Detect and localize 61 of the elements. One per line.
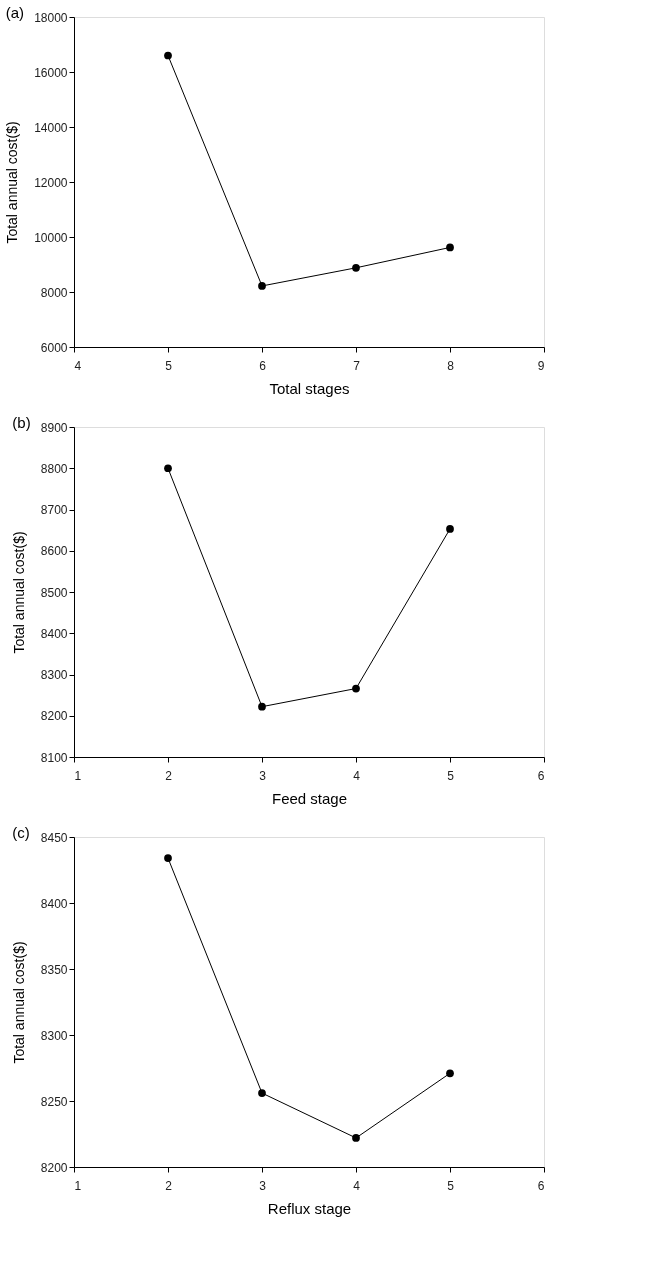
chart-title: (b) [12,414,31,431]
chart-title: (a) [5,4,24,21]
x-tick-label: 1 [74,1178,82,1193]
y-tick-label: 8000 [40,285,68,300]
point [164,51,172,60]
y-tick-label: 8900 [40,420,68,435]
y-tick-label: 6000 [40,340,68,355]
y-tick-label: 10000 [34,230,68,245]
x-axis-title: Feed stage [271,789,348,807]
x-tick-label: 5 [165,358,173,373]
x-tick-label: 7 [353,358,361,373]
y-tick-label: 8200 [40,709,68,724]
point [446,243,454,252]
x-tick-label: 4 [353,1178,361,1193]
point [258,282,266,290]
point [164,464,172,473]
x-tick-label: 6 [537,1178,545,1193]
x-tick-label: 9 [537,358,545,373]
x-tick-label: 3 [259,1178,267,1193]
y-tick-label: 8600 [40,544,68,559]
point [352,684,360,693]
x-tick-label: 4 [353,768,361,783]
x-tick-label: 5 [447,1178,455,1193]
y-tick-label: 8400 [40,626,68,641]
y-tick-label: 8800 [40,461,68,476]
y-tick-label: 8200 [40,1160,68,1175]
point [446,1069,454,1078]
y-tick-label: 16000 [34,65,68,80]
x-tick-label: 6 [259,358,267,373]
point [446,525,454,533]
point [164,854,172,862]
y-axis-title: Total annual cost($) [10,941,27,1064]
y-tick-label: 18000 [34,10,68,25]
y-tick-label: 8300 [40,1028,68,1043]
x-tick-label: 1 [74,768,82,783]
x-tick-label: 6 [537,768,545,783]
y-tick-label: 8450 [40,830,68,845]
y-tick-label: 8400 [40,896,68,911]
y-axis-title: Total annual cost($) [4,121,21,244]
y-tick-label: 8250 [40,1094,68,1109]
y-axis-title: Total annual cost($) [10,531,27,654]
point [352,1134,360,1142]
y-tick-label: 8350 [40,962,68,977]
y-tick-label: 8700 [40,503,68,517]
y-tick-label: 14000 [34,120,68,135]
y-tick-label: 8500 [40,585,68,600]
point [258,1089,266,1097]
y-tick-label: 12000 [34,175,68,190]
x-axis-title: Total stages [269,379,350,397]
point [352,263,360,272]
chart-title: (c) [12,824,30,841]
x-tick-label: 3 [259,768,267,783]
x-tick-label: 2 [165,768,173,783]
x-tick-label: 4 [74,358,82,373]
point [258,702,266,711]
y-tick-label: 8300 [40,668,68,682]
y-tick-label: 8100 [40,750,68,765]
x-tick-label: 5 [447,768,455,783]
x-tick-label: 2 [165,1178,173,1193]
x-tick-label: 8 [447,358,455,373]
x-axis-title: Reflux stage [267,1199,352,1217]
